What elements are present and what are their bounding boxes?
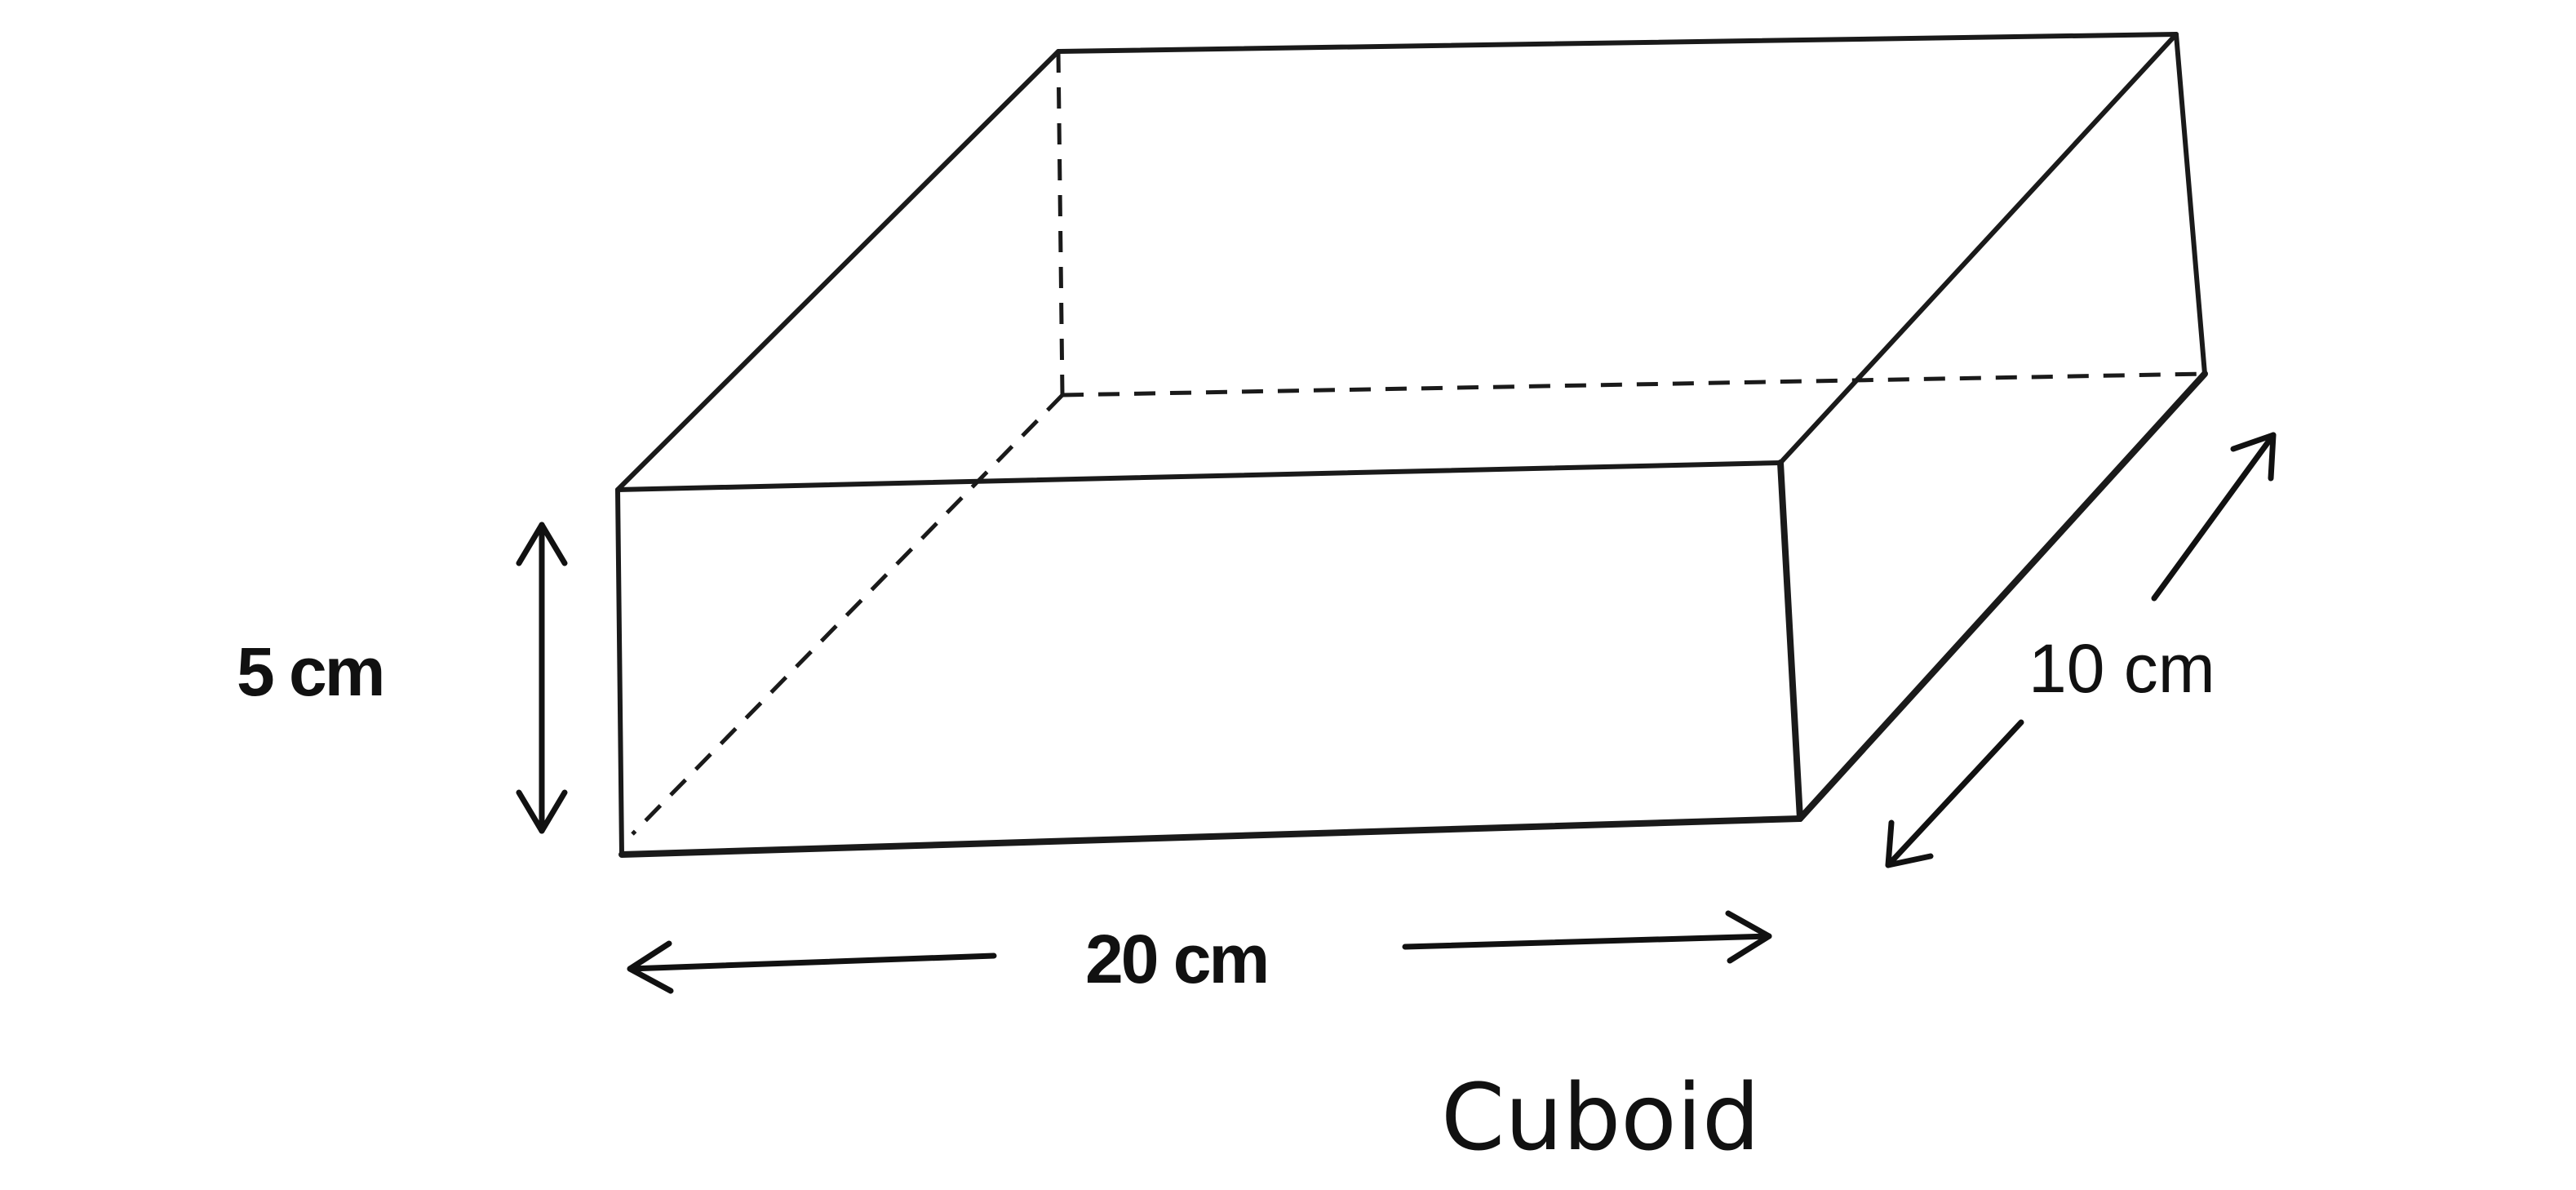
visible-edges [615,32,2208,858]
width-arrow [1885,432,2277,868]
front-left-edge [615,487,624,857]
front-bottom-edge [619,815,1803,858]
length-label: 20 cm [1085,921,1267,997]
top-left-edge [615,49,1061,492]
width-arrow-line-upper [2151,432,2277,602]
top-back-edge [1056,32,2179,54]
front-right-edge [1777,460,1803,822]
height-arrow-head-bottom [516,789,568,834]
length-arrow [627,910,1772,994]
length-arrow-line-right [1402,933,1772,950]
front-top-edge [615,460,1783,492]
width-arrow-head-lower [1885,819,1934,868]
hidden-back-bottom-edge [1062,371,2206,397]
right-back-vertical-edge [2174,32,2207,376]
width-label: 10 cm [2028,630,2215,707]
width-arrow-head-upper [2230,432,2277,482]
length-arrow-head-left [627,940,674,994]
length-arrow-head-right [1725,910,1772,964]
height-arrow-head-top [516,522,568,566]
width-arrow-line-lower [1885,719,2024,868]
hidden-back-vertical-edge [1056,51,1065,396]
top-right-edge [1778,32,2179,465]
length-arrow-line-left [627,952,997,972]
height-label: 5 cm [237,633,383,710]
right-bottom-edge [1797,371,2208,822]
hidden-edges [631,51,2206,836]
figure-caption: Cuboid [1441,1065,1760,1171]
hidden-left-bottom-edge [631,393,1064,836]
height-arrow [516,522,568,834]
